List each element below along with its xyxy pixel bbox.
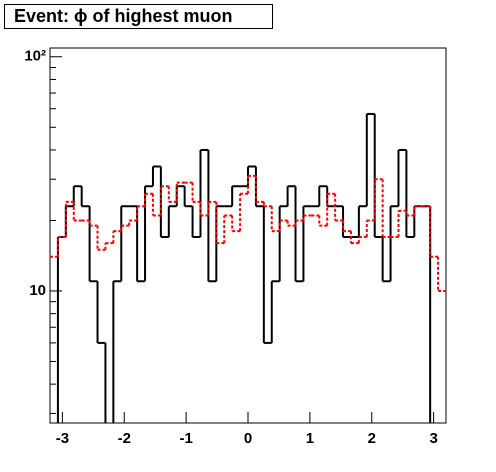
y-tick-label: 10	[29, 282, 46, 299]
plot-area	[50, 112, 446, 423]
chart-title: Event: ϕ of highest muon	[14, 6, 233, 26]
x-tick-label: 2	[368, 430, 376, 447]
frame	[49, 47, 447, 424]
title-box	[4, 4, 273, 29]
x-tick-label: -2	[118, 430, 131, 447]
x-tick-label: 0	[244, 430, 252, 447]
x-tick-label: 3	[429, 430, 437, 447]
y-tick-label: 10²	[24, 48, 46, 65]
x-tick-label: 1	[306, 430, 314, 447]
x-tick-label: -3	[56, 430, 69, 447]
x-tick-label: -1	[179, 430, 192, 447]
